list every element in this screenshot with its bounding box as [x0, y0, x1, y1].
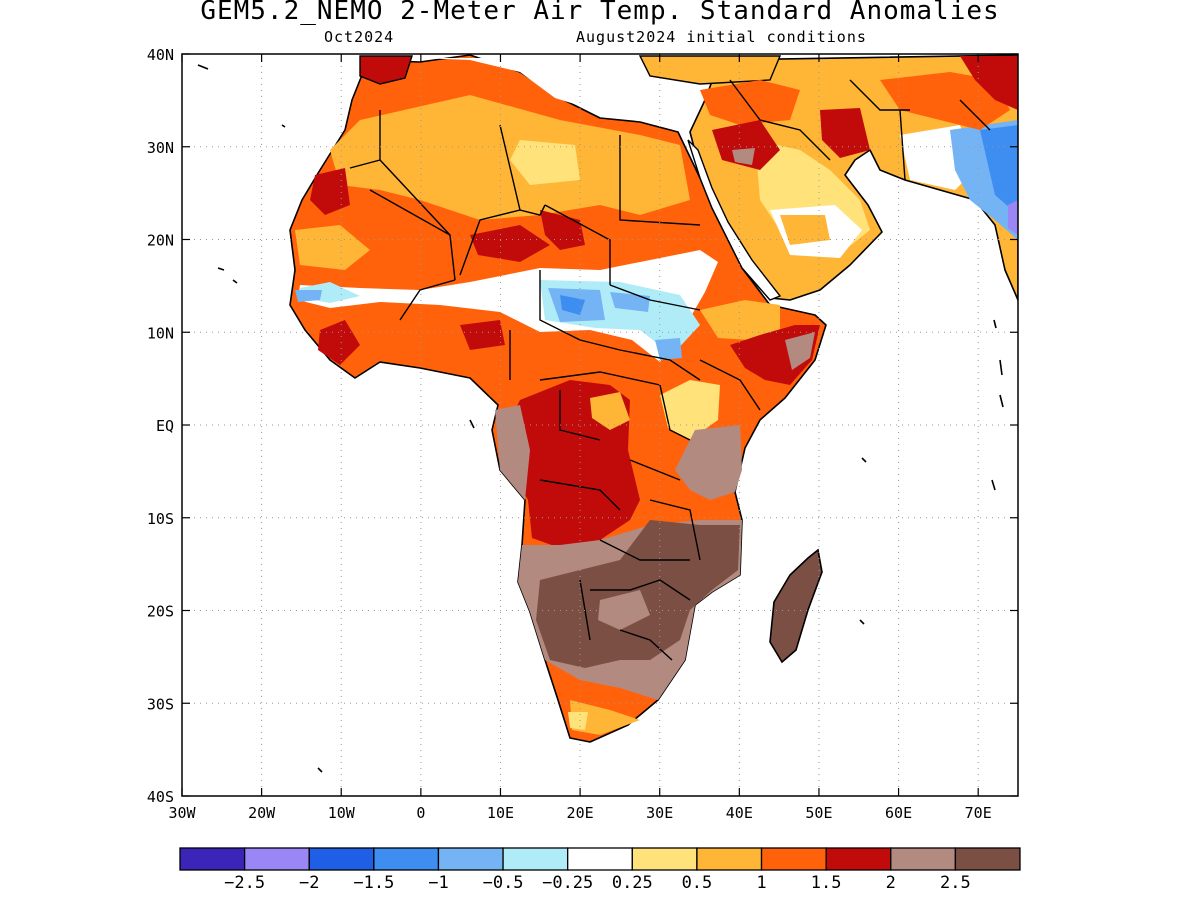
- turkey-fragment: [638, 55, 782, 85]
- colorbar-swatch: [696, 847, 763, 871]
- lon-tick-label: 30W: [168, 804, 196, 822]
- lat-tick-label: 30S: [147, 695, 174, 713]
- axis-ticks: 30W 20W 10W 0 10E 20E 30E 40E 50E 60E 70E 40N 30N 20N…: [147, 46, 1018, 822]
- lon-tick-label: 60E: [885, 804, 912, 822]
- lat-tick-label: 40N: [147, 46, 174, 64]
- colorbar-swatch: [825, 847, 892, 871]
- colorbar-swatch: [760, 847, 827, 871]
- lon-tick-label: 10W: [328, 804, 356, 822]
- iberia-fragment: [359, 55, 413, 85]
- red-sea: [687, 139, 782, 301]
- colorbar-label: 2: [886, 873, 896, 893]
- anomaly-shading: [295, 56, 1018, 735]
- colorbar-label: 1.5: [811, 873, 842, 893]
- colorbar-swatch: [954, 847, 1021, 871]
- lat-tick-label: 20S: [147, 603, 174, 621]
- mediterranean-white: [420, 58, 640, 112]
- forecast-month: Oct2024: [324, 28, 395, 46]
- gridlines: [182, 54, 1018, 796]
- colorbar-swatch: [502, 847, 569, 871]
- colorbar-swatch: [437, 847, 504, 871]
- map-title: GEM5.2_NEMO 2-Meter Air Temp. Standard A…: [200, 0, 1000, 26]
- islands: [197, 64, 1004, 773]
- colorbar-label: 1: [756, 873, 766, 893]
- lat-tick-label: 10N: [147, 324, 174, 342]
- lon-tick-label: 70E: [965, 804, 992, 822]
- colorbar-label: −0.25: [542, 873, 593, 893]
- colorbar-swatch: [308, 847, 375, 871]
- colorbar-swatch: [631, 847, 698, 871]
- lat-tick-label: 20N: [147, 232, 174, 250]
- map-field: [289, 54, 1018, 743]
- colorbar-label: 2.5: [940, 873, 971, 893]
- colorbar-label: −1.5: [353, 873, 394, 893]
- lon-tick-label: 0: [416, 804, 425, 822]
- lon-tick-label: 50E: [805, 804, 832, 822]
- lat-tick-label: 10S: [147, 510, 174, 528]
- colorbar-label: −2.5: [224, 873, 265, 893]
- colorbar: −2.5 −2 −1.5 −1 −0.5 −0.25 0.25 0.5 1 1.5 2 2.5: [179, 847, 1021, 893]
- madagascar: [769, 548, 823, 664]
- lon-tick-label: 40E: [726, 804, 753, 822]
- lat-tick-label: EQ: [156, 417, 174, 435]
- colorbar-swatch: [373, 847, 440, 871]
- country-borders: [349, 79, 991, 661]
- lon-tick-label: 20E: [567, 804, 594, 822]
- lon-tick-label: 10E: [487, 804, 514, 822]
- colorbar-swatch: [243, 847, 310, 871]
- colorbar-label: −0.5: [483, 873, 524, 893]
- colorbar-label: −2: [299, 873, 319, 893]
- colorbar-label: 0.5: [682, 873, 713, 893]
- lon-tick-label: 30E: [646, 804, 673, 822]
- lat-tick-label: 30N: [147, 139, 174, 157]
- lat-tick-label: 40S: [147, 788, 174, 806]
- colorbar-swatch: [890, 847, 957, 871]
- colorbar-swatch: [567, 847, 633, 871]
- lon-tick-label: 20W: [248, 804, 276, 822]
- colorbar-swatch: [179, 847, 246, 871]
- initial-conditions: August2024 initial conditions: [576, 28, 867, 46]
- colorbar-label: −1: [428, 873, 448, 893]
- colorbar-label: 0.25: [612, 873, 653, 893]
